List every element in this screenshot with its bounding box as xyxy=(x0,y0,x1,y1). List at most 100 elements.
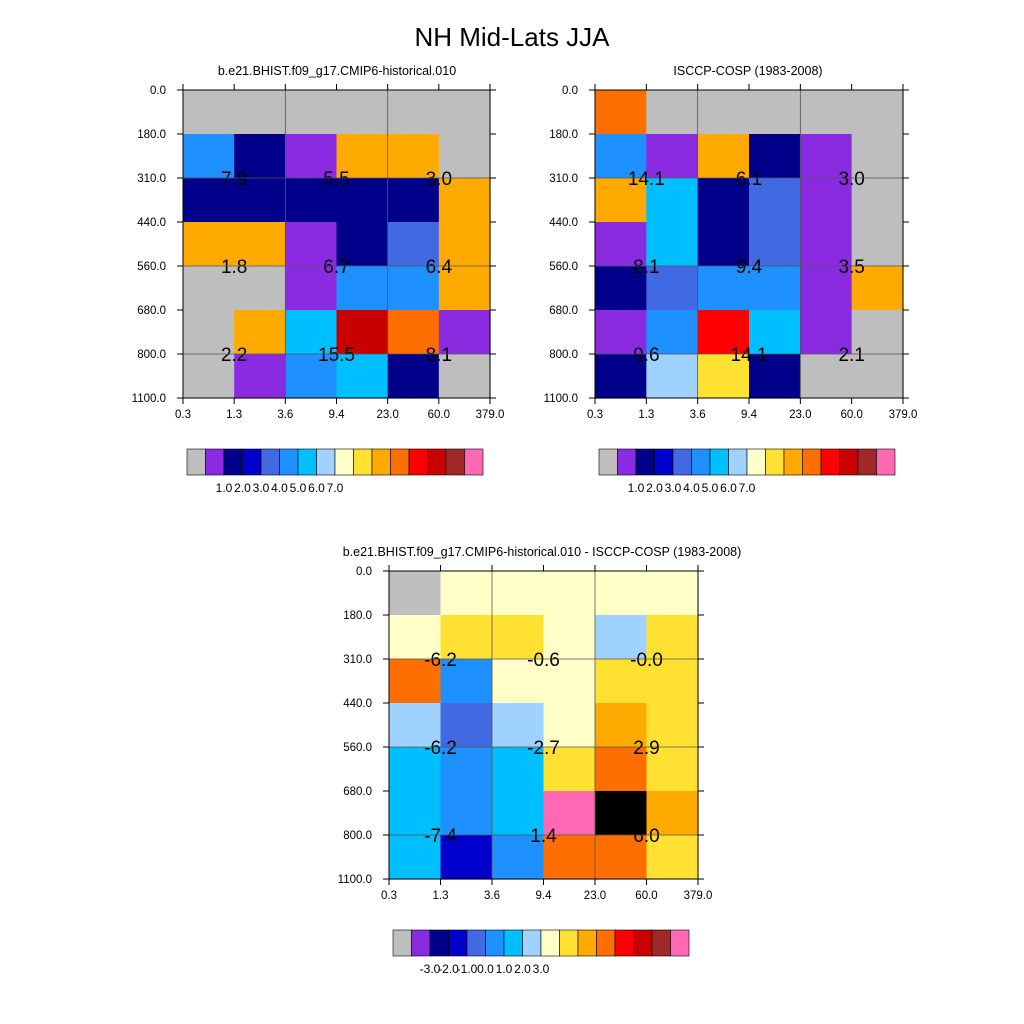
heatmap-cell xyxy=(543,571,596,616)
heatmap-cell xyxy=(387,90,440,135)
heatmap-cell xyxy=(543,835,596,880)
colorbar-box xyxy=(691,448,711,476)
heatmap-cell xyxy=(183,90,235,135)
heatmap-cell xyxy=(851,310,904,355)
heatmap-cell xyxy=(492,615,545,660)
panel-title: b.e21.BHIST.f09_g17.CMIP6-historical.010 xyxy=(218,64,456,78)
panel-obs: ISCCP-COSP (1983-2008) 14.1 6.1 3.0 8.1 9.4 3… xyxy=(544,64,918,495)
panel-title: ISCCP-COSP (1983-2008) xyxy=(673,64,822,78)
colorbar-tick-label: 3.0 xyxy=(665,481,682,495)
colorbar-box xyxy=(654,448,674,476)
panel-model: b.e21.BHIST.f09_g17.CMIP6-historical.010… xyxy=(132,64,505,495)
heatmap-cell xyxy=(440,747,493,792)
heatmap-cell xyxy=(697,310,750,355)
heatmap-cell xyxy=(646,659,699,704)
colorbar-tick-label: 2.0 xyxy=(514,962,531,976)
heatmap-cell xyxy=(234,90,286,135)
colorbar: -3.0-2.0-1.0 0.0 1.0 2.0 3.0 xyxy=(392,929,690,976)
x-tick-label: 1.3 xyxy=(226,409,242,421)
heatmap-cell xyxy=(234,266,286,311)
heatmap-cell xyxy=(646,835,699,880)
heatmap-cell xyxy=(285,310,338,355)
heatmap-cell xyxy=(285,354,338,399)
colorbar-box xyxy=(445,448,465,476)
heatmap-cell xyxy=(851,134,904,179)
heatmap-cell xyxy=(543,703,596,748)
colorbar-box xyxy=(485,929,505,957)
y-tick-label: 310.0 xyxy=(343,654,372,666)
cell-value-label: 14.1 xyxy=(731,345,768,366)
plot-axes: 0.3 1.3 3.6 9.4 23.0 60.0 379.0 0.0 180.0 310.0 44… xyxy=(132,84,504,421)
heatmap-cell xyxy=(387,266,440,311)
x-tick-label: 3.6 xyxy=(690,409,706,421)
heatmap-cell xyxy=(440,571,493,616)
y-tick-label: 680.0 xyxy=(549,305,578,317)
colorbar-box xyxy=(392,929,412,957)
colorbar-box xyxy=(279,448,299,476)
heatmap-cell xyxy=(438,310,491,355)
heatmap-cell xyxy=(749,354,801,399)
heatmap-cell xyxy=(697,90,750,135)
cell-value-label: 3.0 xyxy=(838,169,864,190)
colorbar-box xyxy=(709,448,729,476)
colorbar-tick-label: 7.0 xyxy=(739,481,756,495)
heatmap-cell xyxy=(595,571,648,616)
heatmap-cell xyxy=(851,222,904,267)
y-tick-label: 680.0 xyxy=(343,786,372,798)
cell-value-label: 9.6 xyxy=(633,345,659,366)
colorbar-box xyxy=(503,929,523,957)
x-tick-label: 3.6 xyxy=(277,409,293,421)
colorbar-tick-label: -3.0 xyxy=(420,962,441,976)
heatmap-cell xyxy=(336,310,389,355)
heatmap-cell xyxy=(851,178,904,223)
y-tick-label: 180.0 xyxy=(343,610,372,622)
heatmap-cell xyxy=(387,134,440,179)
y-tick-label: 1100.0 xyxy=(132,393,166,405)
colorbar-box xyxy=(223,448,243,476)
colorbar-tick-label: -2.0 xyxy=(438,962,459,976)
heatmap-cell xyxy=(492,571,545,616)
heatmap-cell xyxy=(595,835,648,880)
colorbar-box xyxy=(670,929,690,957)
heatmap-cell xyxy=(440,615,493,660)
cell-value-label: -2.7 xyxy=(527,738,560,759)
heatmap-cell xyxy=(336,354,389,399)
heatmap-cell xyxy=(336,222,389,267)
colorbar-box xyxy=(765,448,785,476)
plot-axes: 0.3 1.3 3.6 9.4 23.0 60.0 379.0 0.0 180.0 310.0 44… xyxy=(338,565,712,902)
heatmap-cell xyxy=(646,266,699,311)
heatmap-cells xyxy=(595,90,904,399)
colorbar-box xyxy=(802,448,822,476)
heatmap-cell xyxy=(285,266,338,311)
heatmap-cell xyxy=(543,659,596,704)
heatmap-cell xyxy=(646,90,699,135)
heatmap-cell xyxy=(183,310,235,355)
cell-value-label: 2.2 xyxy=(221,345,247,366)
cell-value-label: 3.5 xyxy=(838,257,864,278)
heatmap-cell xyxy=(183,178,235,223)
heatmap-cell xyxy=(697,178,750,223)
colorbar-box xyxy=(390,448,410,476)
colorbar-box xyxy=(746,448,766,476)
y-tick-label: 800.0 xyxy=(549,349,578,361)
heatmap-cell xyxy=(646,178,699,223)
colorbar-box xyxy=(371,448,391,476)
colorbar-tick-label: 7.0 xyxy=(327,481,344,495)
heatmap-cell xyxy=(387,310,440,355)
x-tick-label: 23.0 xyxy=(584,890,606,902)
heatmap-cell xyxy=(389,659,442,704)
cell-labels: -6.2 -0.6 -0.0 -6.2 -2.7 2.9 -7.4 1.4 6.0 xyxy=(424,650,663,847)
heatmap-cell xyxy=(646,615,699,660)
colorbar-box xyxy=(427,448,447,476)
heatmap-cell xyxy=(800,310,853,355)
colorbar-tick-label: 2.0 xyxy=(234,481,251,495)
heatmap-cell xyxy=(492,835,545,880)
heatmap-cell xyxy=(336,266,389,311)
panel-diff: b.e21.BHIST.f09_g17.CMIP6-historical.010… xyxy=(338,545,742,976)
heatmap-cell xyxy=(697,222,750,267)
colorbar-box xyxy=(334,448,354,476)
colorbar-box xyxy=(857,448,877,476)
heatmap-cell xyxy=(492,747,545,792)
colorbar-box xyxy=(635,448,655,476)
colorbar-box xyxy=(540,929,560,957)
